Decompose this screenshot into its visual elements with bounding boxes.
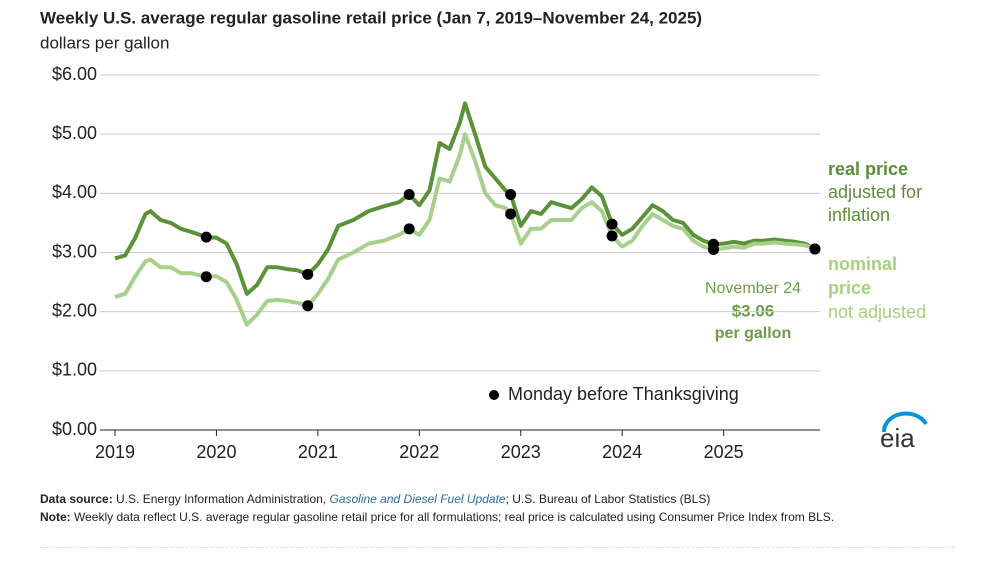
highlight-dot	[302, 268, 314, 280]
highlight-dot	[809, 243, 821, 255]
highlight-dot	[505, 189, 517, 201]
logo: eia	[880, 423, 915, 453]
note-link[interactable]: Gasoline and Diesel Fuel Update	[329, 492, 506, 506]
annotation: November 24	[705, 280, 801, 297]
highlight-dot	[302, 300, 314, 312]
highlight-dot	[200, 271, 212, 283]
annotation: adjusted for	[828, 182, 922, 202]
chart: Weekly U.S. average regular gasoline ret…	[40, 8, 928, 462]
annotation: nominal	[828, 254, 897, 274]
annotation: not adjusted	[828, 302, 926, 322]
line	[114, 132, 816, 327]
note-text: U.S. Energy Information Administration,	[116, 492, 327, 506]
x-tick-label: 2024	[602, 442, 642, 462]
y-tick-label: $2.00	[52, 300, 97, 320]
y-tick-label: $0.00	[52, 419, 97, 439]
note-label: Note:	[40, 510, 71, 524]
x-tick-label: 2021	[298, 442, 338, 462]
annotation: price	[828, 278, 871, 298]
annotation: per gallon	[715, 325, 791, 342]
x-tick-label: 2019	[95, 442, 135, 462]
highlight-dot	[707, 244, 719, 256]
x-tick-label: 2020	[196, 442, 236, 462]
highlight-dot	[403, 223, 415, 235]
source-note: Data source: U.S. Energy Information Adm…	[40, 492, 710, 506]
annotation: $3.06	[732, 301, 775, 320]
logo-arc	[881, 411, 928, 433]
x-tick-label: 2025	[704, 442, 744, 462]
footnote: Note: Weekly data reflect U.S. average r…	[40, 510, 834, 524]
legend-label: Monday before Thanksgiving	[508, 384, 739, 404]
highlight-dot	[200, 231, 212, 243]
y-tick-label: $6.00	[52, 64, 97, 84]
x-tick-label: 2023	[501, 442, 541, 462]
x-tick-label: 2022	[399, 442, 439, 462]
highlight-dot	[606, 230, 618, 242]
highlight-dot	[403, 189, 415, 201]
note-label: Data source:	[40, 492, 113, 506]
y-tick-label: $1.00	[52, 360, 97, 380]
divider	[40, 547, 955, 548]
chart-subtitle: dollars per gallon	[40, 33, 169, 52]
annotation: real price	[828, 159, 908, 179]
highlight-dot	[505, 208, 517, 220]
y-tick-label: $4.00	[52, 182, 97, 202]
highlight-dot	[606, 218, 618, 230]
y-tick-label: $3.00	[52, 241, 97, 261]
annotation: inflation	[828, 205, 890, 225]
chart-title: Weekly U.S. average regular gasoline ret…	[40, 8, 702, 27]
note-text: ; U.S. Bureau of Labor Statistics (BLS)	[505, 492, 711, 506]
line	[114, 101, 816, 296]
legend-marker	[489, 390, 499, 400]
y-tick-label: $5.00	[52, 123, 97, 143]
note-text: Weekly data reflect U.S. average regular…	[74, 510, 835, 524]
